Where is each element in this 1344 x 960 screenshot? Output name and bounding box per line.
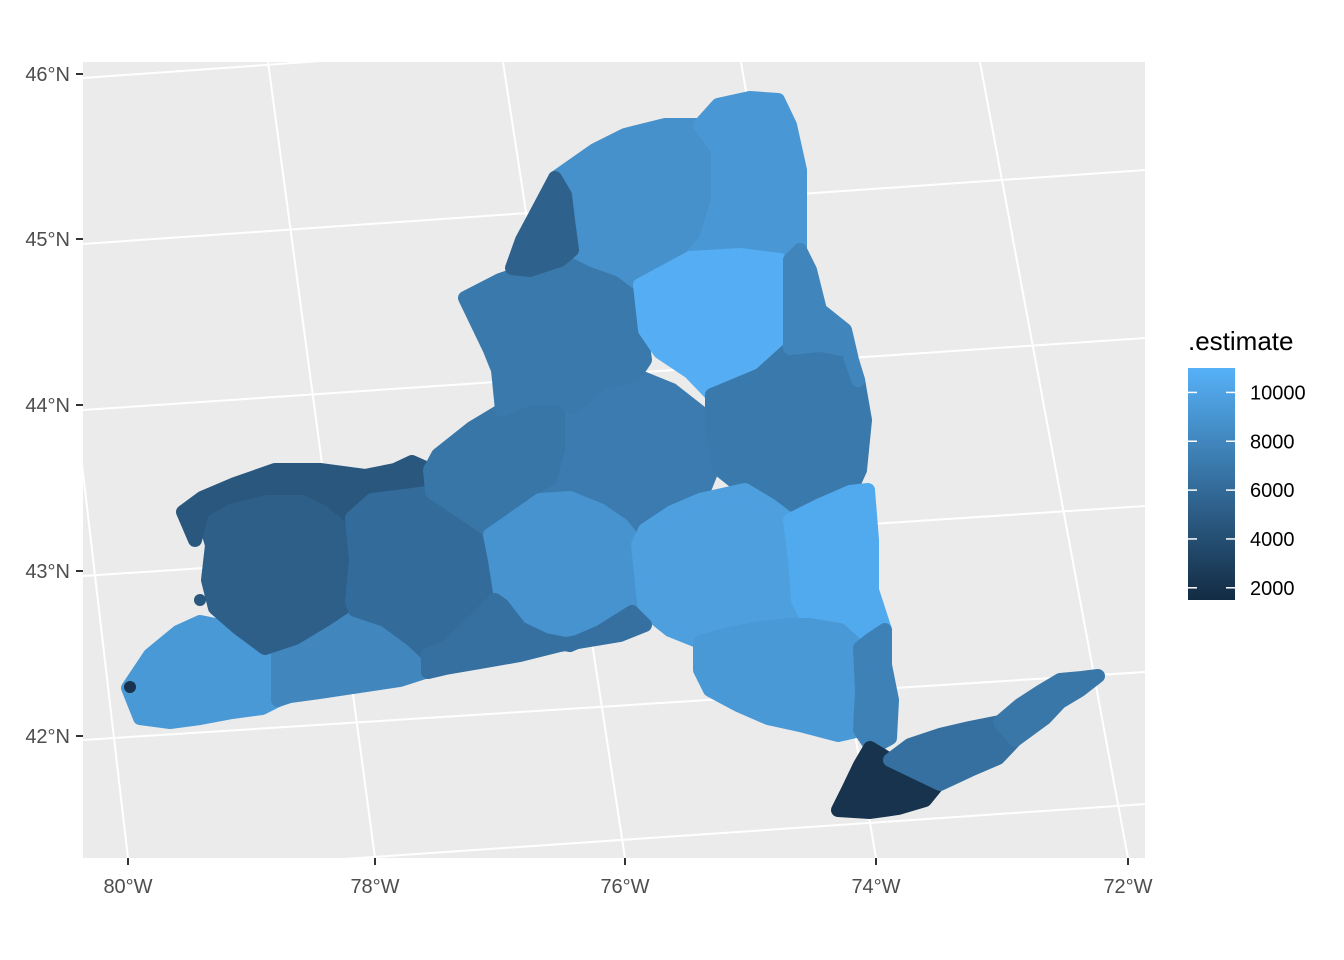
meridian-72 (979, 62, 1129, 858)
x-axis: 80°W 78°W 76°W 74°W 72°W (103, 858, 1153, 898)
legend-ticks: 10000 8000 6000 4000 2000 (1188, 382, 1306, 600)
region-st-lawrence-border (505, 171, 579, 277)
parallel-46 (83, 62, 321, 79)
legend-tick-label: 8000 (1250, 431, 1295, 453)
region-chenango-otsego (631, 483, 805, 649)
meridian-78 (267, 62, 376, 858)
y-tick-label: 42°N (25, 726, 70, 748)
y-tick-label: 43°N (25, 561, 70, 583)
x-tick-label: 76°W (600, 876, 649, 898)
x-tick-label: 78°W (350, 876, 399, 898)
meridian-80 (83, 464, 129, 858)
x-tick-label: 74°W (851, 876, 900, 898)
estimate-regions (121, 91, 1105, 819)
y-tick-label: 46°N (25, 64, 70, 86)
region-long-island-east (993, 669, 1105, 747)
parallel-41-5 (343, 803, 1145, 858)
outlier-point (124, 681, 136, 693)
outlier-point (194, 594, 206, 606)
legend-tick-label: 2000 (1250, 578, 1295, 600)
legend-colorbar (1188, 368, 1235, 600)
parallel-42 (83, 671, 1145, 741)
region-capital-district (783, 483, 892, 647)
color-legend: .estimate 10000 8000 6000 4000 2000 (1188, 326, 1306, 600)
axes: 42°N 43°N 44°N 45°N 46°N 80°W 78°W 76°W … (25, 64, 1152, 898)
y-tick-label: 45°N (25, 229, 70, 251)
y-axis: 42°N 43°N 44°N 45°N 46°N (25, 64, 83, 748)
legend-tick-label: 10000 (1250, 382, 1306, 404)
region-hudson-valley (853, 623, 899, 755)
legend-tick-label: 6000 (1250, 480, 1295, 502)
legend-tick-label: 4000 (1250, 529, 1295, 551)
x-tick-label: 80°W (103, 876, 152, 898)
legend-title: .estimate (1188, 326, 1294, 356)
y-tick-label: 44°N (25, 395, 70, 417)
x-tick-label: 72°W (1103, 876, 1152, 898)
region-southern-tier-border (421, 593, 652, 679)
region-warren-washington (783, 243, 865, 387)
